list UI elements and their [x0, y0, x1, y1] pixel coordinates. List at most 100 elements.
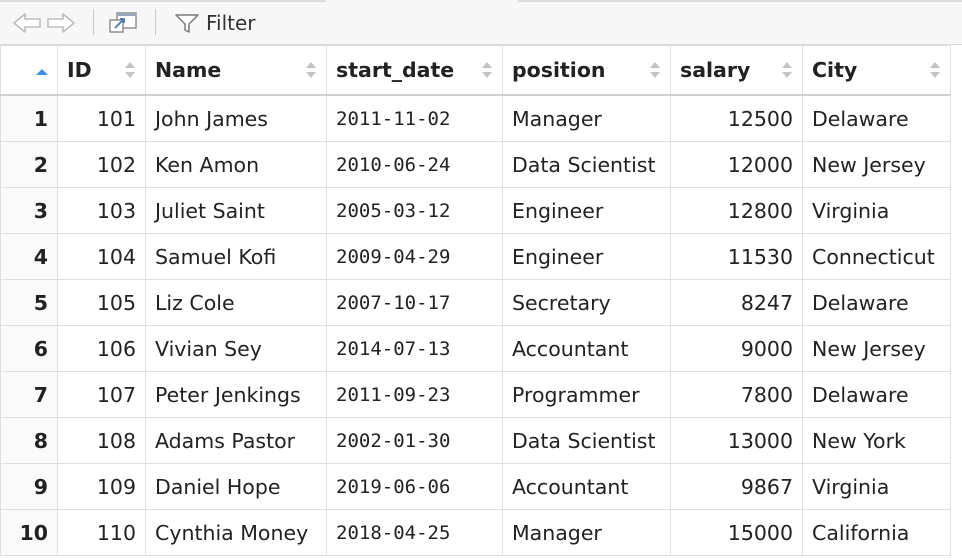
- cell-id: 103: [57, 187, 146, 234]
- cell-position: Accountant: [502, 325, 671, 372]
- table-row: 5 105 Liz Cole 2007-10-17 Secretary 8247…: [0, 279, 951, 326]
- row-number: 1: [0, 94, 58, 142]
- forward-arrow-icon[interactable]: [44, 9, 78, 37]
- cell-start-date: 2007-10-17: [326, 279, 503, 326]
- cell-start-date: 2014-07-13: [326, 325, 503, 372]
- sort-icon: [305, 59, 317, 81]
- column-header-salary[interactable]: salary: [670, 45, 803, 96]
- cell-city: New York: [802, 417, 951, 464]
- cell-position: Manager: [502, 509, 671, 556]
- cell-id: 108: [57, 417, 146, 464]
- table-row: 10 110 Cynthia Money 2018-04-25 Manager …: [0, 509, 951, 556]
- cell-id: 101: [57, 94, 146, 142]
- row-number: 6: [0, 325, 58, 372]
- sort-icon: [929, 59, 941, 81]
- cell-start-date: 2011-11-02: [326, 94, 503, 142]
- row-number: 4: [0, 233, 58, 280]
- data-table: ID Name start_date position salary City: [0, 45, 951, 556]
- cell-name: Vivian Sey: [145, 325, 327, 372]
- column-header-id[interactable]: ID: [57, 45, 146, 96]
- row-number: 5: [0, 279, 58, 326]
- cell-name: John James: [145, 94, 327, 142]
- cell-name: Ken Amon: [145, 141, 327, 188]
- cell-city: Virginia: [802, 187, 951, 234]
- cell-position: Data Scientist: [502, 417, 671, 464]
- cell-id: 110: [57, 509, 146, 556]
- back-arrow-icon[interactable]: [10, 9, 44, 37]
- cell-salary: 15000: [670, 509, 803, 556]
- table-row: 6 106 Vivian Sey 2014-07-13 Accountant 9…: [0, 325, 951, 372]
- cell-salary: 9867: [670, 463, 803, 510]
- toolbar-separator: [155, 9, 156, 35]
- cell-start-date: 2010-06-24: [326, 141, 503, 188]
- cell-id: 102: [57, 141, 146, 188]
- header-row: ID Name start_date position salary City: [0, 45, 951, 96]
- cell-id: 107: [57, 371, 146, 418]
- column-header-label: City: [812, 58, 858, 82]
- cell-name: Juliet Saint: [145, 187, 327, 234]
- row-number-header[interactable]: [0, 45, 58, 96]
- cell-start-date: 2019-06-06: [326, 463, 503, 510]
- cell-city: New Jersey: [802, 325, 951, 372]
- row-number: 9: [0, 463, 58, 510]
- cell-id: 109: [57, 463, 146, 510]
- toolbar-separator: [93, 9, 94, 35]
- table-row: 9 109 Daniel Hope 2019-06-06 Accountant …: [0, 463, 951, 510]
- row-number: 2: [0, 141, 58, 188]
- cell-salary: 8247: [670, 279, 803, 326]
- column-header-position[interactable]: position: [502, 45, 671, 96]
- popout-icon[interactable]: [106, 8, 140, 38]
- cell-salary: 11530: [670, 233, 803, 280]
- cell-salary: 7800: [670, 371, 803, 418]
- tab-strip-line: [518, 0, 962, 2]
- cell-position: Engineer: [502, 187, 671, 234]
- table-row: 1 101 John James 2011-11-02 Manager 1250…: [0, 94, 951, 142]
- cell-start-date: 2005-03-12: [326, 187, 503, 234]
- sort-ascending-icon: [35, 58, 49, 82]
- column-header-label: ID: [67, 58, 92, 82]
- cell-id: 105: [57, 279, 146, 326]
- cell-start-date: 2011-09-23: [326, 371, 503, 418]
- sort-icon: [481, 59, 493, 81]
- cell-name: Cynthia Money: [145, 509, 327, 556]
- filter-button[interactable]: Filter: [174, 9, 256, 37]
- cell-id: 106: [57, 325, 146, 372]
- cell-name: Peter Jenkings: [145, 371, 327, 418]
- table-row: 2 102 Ken Amon 2010-06-24 Data Scientist…: [0, 141, 951, 188]
- cell-start-date: 2018-04-25: [326, 509, 503, 556]
- table-row: 3 103 Juliet Saint 2005-03-12 Engineer 1…: [0, 187, 951, 234]
- filter-label: Filter: [206, 11, 256, 35]
- row-number: 10: [0, 509, 58, 556]
- table-row: 7 107 Peter Jenkings 2011-09-23 Programm…: [0, 371, 951, 418]
- cell-city: New Jersey: [802, 141, 951, 188]
- cell-position: Manager: [502, 94, 671, 142]
- sort-icon: [649, 59, 661, 81]
- row-number: 7: [0, 371, 58, 418]
- column-header-city[interactable]: City: [802, 45, 951, 96]
- sort-icon: [124, 59, 136, 81]
- cell-salary: 9000: [670, 325, 803, 372]
- column-header-label: Name: [155, 58, 222, 82]
- column-header-label: start_date: [336, 58, 455, 82]
- cell-city: Delaware: [802, 94, 951, 142]
- cell-city: Delaware: [802, 279, 951, 326]
- column-header-start-date[interactable]: start_date: [326, 45, 503, 96]
- column-header-label: position: [512, 58, 606, 82]
- cell-city: Connecticut: [802, 233, 951, 280]
- cell-name: Liz Cole: [145, 279, 327, 326]
- filter-icon: [174, 12, 200, 34]
- cell-city: Delaware: [802, 371, 951, 418]
- column-header-label: salary: [680, 58, 751, 82]
- cell-id: 104: [57, 233, 146, 280]
- cell-city: Virginia: [802, 463, 951, 510]
- row-number: 3: [0, 187, 58, 234]
- cell-salary: 12500: [670, 94, 803, 142]
- sort-icon: [781, 59, 793, 81]
- row-number: 8: [0, 417, 58, 464]
- column-header-name[interactable]: Name: [145, 45, 327, 96]
- cell-position: Programmer: [502, 371, 671, 418]
- cell-position: Engineer: [502, 233, 671, 280]
- table-row: 8 108 Adams Pastor 2002-01-30 Data Scien…: [0, 417, 951, 464]
- cell-city: California: [802, 509, 951, 556]
- table-row: 4 104 Samuel Kofi 2009-04-29 Engineer 11…: [0, 233, 951, 280]
